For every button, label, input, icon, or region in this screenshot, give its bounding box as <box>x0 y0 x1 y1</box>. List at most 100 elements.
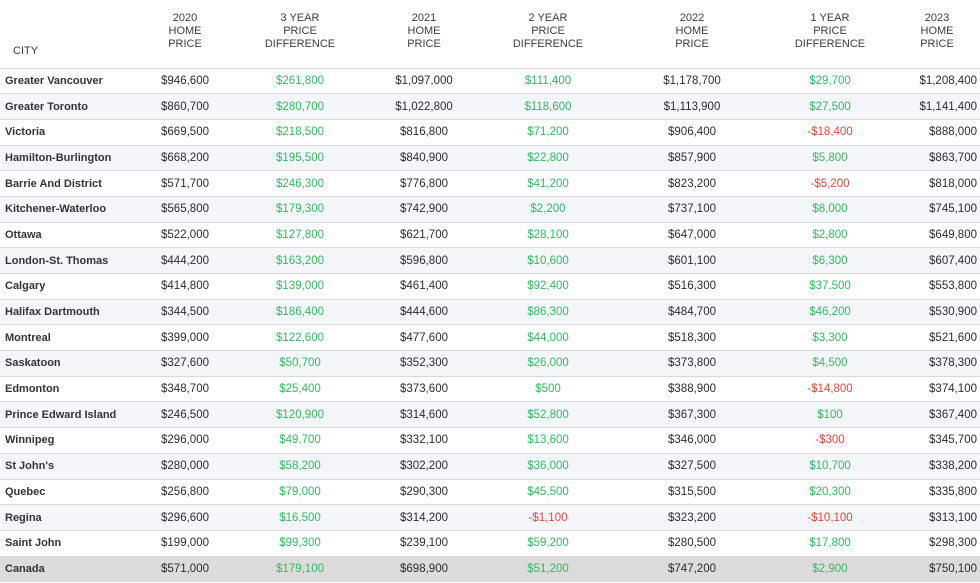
home-price-cell: $444,600 <box>370 299 478 326</box>
home-price-cell: $367,400 <box>894 401 980 429</box>
home-price-cell: $669,500 <box>140 119 230 146</box>
home-price-cell: $327,600 <box>140 350 230 377</box>
price-difference-cell: $16,500 <box>230 504 370 531</box>
header-2022-home-price: 2022 HOME PRICE <box>618 0 766 69</box>
table-row: Ottawa $522,000 $127,800 $621,700 $28,100 $64… <box>0 222 980 249</box>
home-price-cell: $516,300 <box>618 273 766 300</box>
home-price-cell: $860,700 <box>140 93 230 120</box>
city-cell: Ottawa <box>0 222 140 249</box>
home-price-cell: $378,300 <box>894 350 980 377</box>
price-difference-cell: $41,200 <box>478 170 618 197</box>
home-price-cell: $906,400 <box>618 119 766 146</box>
price-difference-cell: $500 <box>478 376 618 403</box>
price-difference-cell: $195,500 <box>230 145 370 172</box>
city-cell: Saint John <box>0 530 140 557</box>
price-difference-cell: $4,500 <box>766 350 894 377</box>
table-row: Winnipeg $296,000 $49,700 $332,100 $13,600 $3… <box>0 427 980 454</box>
home-price-cell: $374,100 <box>894 376 980 403</box>
price-difference-cell: $71,200 <box>478 119 618 146</box>
home-price-cell: $553,800 <box>894 273 980 300</box>
table-row: Victoria $669,500 $218,500 $816,800 $71,200 $… <box>0 119 980 146</box>
price-difference-cell: $122,600 <box>230 324 370 352</box>
home-price-cell: $946,600 <box>140 68 230 95</box>
price-difference-cell: $22,800 <box>478 145 618 172</box>
price-difference-cell: $46,200 <box>766 299 894 326</box>
price-difference-cell: $29,700 <box>766 68 894 95</box>
price-difference-cell: $3,300 <box>766 324 894 352</box>
city-cell: London-St. Thomas <box>0 247 140 274</box>
city-cell: Greater Toronto <box>0 93 140 120</box>
home-price-cell: $601,100 <box>618 247 766 274</box>
home-price-cell: $296,000 <box>140 427 230 454</box>
city-cell: Calgary <box>0 273 140 300</box>
city-cell: Kitchener-Waterloo <box>0 196 140 223</box>
home-price-cell: $298,300 <box>894 530 980 557</box>
home-price-cell: $742,900 <box>370 196 478 223</box>
table-row: Edmonton $348,700 $25,400 $373,600 $500 $388,… <box>0 376 980 403</box>
price-difference-cell: $52,800 <box>478 401 618 429</box>
city-cell: Prince Edward Island <box>0 401 140 429</box>
price-difference-cell: $139,000 <box>230 273 370 300</box>
city-cell: Edmonton <box>0 376 140 403</box>
table-row: Greater Vancouver $946,600 $261,800 $1,097,… <box>0 68 980 95</box>
header-1-year-difference: 1 YEAR PRICE DIFFERENCE <box>766 0 894 69</box>
home-price-cell: $348,700 <box>140 376 230 403</box>
home-price-cell: $399,000 <box>140 324 230 352</box>
table-row: Halifax Dartmouth $344,500 $186,400 $444,60… <box>0 299 980 326</box>
price-difference-cell: $58,200 <box>230 453 370 480</box>
city-cell: Hamilton-Burlington <box>0 145 140 172</box>
home-price-cell: $607,400 <box>894 247 980 274</box>
city-cell: Canada <box>0 556 140 582</box>
table-row: Prince Edward Island $246,500 $120,900 $314… <box>0 401 980 429</box>
price-difference-cell: $36,000 <box>478 453 618 480</box>
home-price-cell: $521,600 <box>894 324 980 352</box>
price-difference-cell: -$5,200 <box>766 170 894 197</box>
city-cell: Barrie And District <box>0 170 140 197</box>
home-price-cell: $444,200 <box>140 247 230 274</box>
home-price-cell: $373,800 <box>618 350 766 377</box>
home-price-cell: $750,100 <box>894 556 980 582</box>
price-difference-cell: $2,200 <box>478 196 618 223</box>
home-price-cell: $737,100 <box>618 196 766 223</box>
price-difference-cell: $118,600 <box>478 93 618 120</box>
price-difference-cell: $186,400 <box>230 299 370 326</box>
price-difference-cell: $6,300 <box>766 247 894 274</box>
header-row: CITY 2020 HOME PRICE 3 YEAR PRICE DIFFER… <box>0 0 980 69</box>
table-row: Quebec $256,800 $79,000 $290,300 $45,500 $315… <box>0 479 980 506</box>
total-row: Canada $571,000 $179,100 $698,900 $51,200 $74… <box>0 556 980 582</box>
price-difference-cell: $2,900 <box>766 556 894 582</box>
price-difference-cell: $100 <box>766 401 894 429</box>
table-row: Hamilton-Burlington $668,200 $195,500 $840,… <box>0 145 980 172</box>
home-price-cell: $327,500 <box>618 453 766 480</box>
home-price-cell: $776,800 <box>370 170 478 197</box>
home-price-cell: $332,100 <box>370 427 478 454</box>
price-difference-cell: $10,700 <box>766 453 894 480</box>
header-3-year-difference: 3 YEAR PRICE DIFFERENCE <box>230 0 370 69</box>
price-difference-cell: $5,800 <box>766 145 894 172</box>
home-price-cell: $323,200 <box>618 504 766 531</box>
price-difference-cell: $26,000 <box>478 350 618 377</box>
home-price-cell: $596,800 <box>370 247 478 274</box>
table-row: Kitchener-Waterloo $565,800 $179,300 $742,9… <box>0 196 980 223</box>
home-price-cell: $823,200 <box>618 170 766 197</box>
table-row: London-St. Thomas $444,200 $163,200 $596,80… <box>0 247 980 274</box>
price-difference-cell: $13,600 <box>478 427 618 454</box>
price-difference-cell: $99,300 <box>230 530 370 557</box>
home-price-cell: $530,900 <box>894 299 980 326</box>
table-row: Greater Toronto $860,700 $280,700 $1,022,80… <box>0 93 980 120</box>
home-price-cell: $246,500 <box>140 401 230 429</box>
city-cell: Victoria <box>0 119 140 146</box>
price-difference-cell: $44,000 <box>478 324 618 352</box>
price-difference-cell: $50,700 <box>230 350 370 377</box>
home-price-cell: $290,300 <box>370 479 478 506</box>
table-row: Calgary $414,800 $139,000 $461,400 $92,400 $5… <box>0 273 980 300</box>
home-price-cell: $649,800 <box>894 222 980 249</box>
price-difference-cell: $49,700 <box>230 427 370 454</box>
home-price-cell: $1,022,800 <box>370 93 478 120</box>
price-difference-cell: $28,100 <box>478 222 618 249</box>
city-cell: Saskatoon <box>0 350 140 377</box>
city-cell: Halifax Dartmouth <box>0 299 140 326</box>
home-price-cell: $565,800 <box>140 196 230 223</box>
city-cell: Winnipeg <box>0 427 140 454</box>
